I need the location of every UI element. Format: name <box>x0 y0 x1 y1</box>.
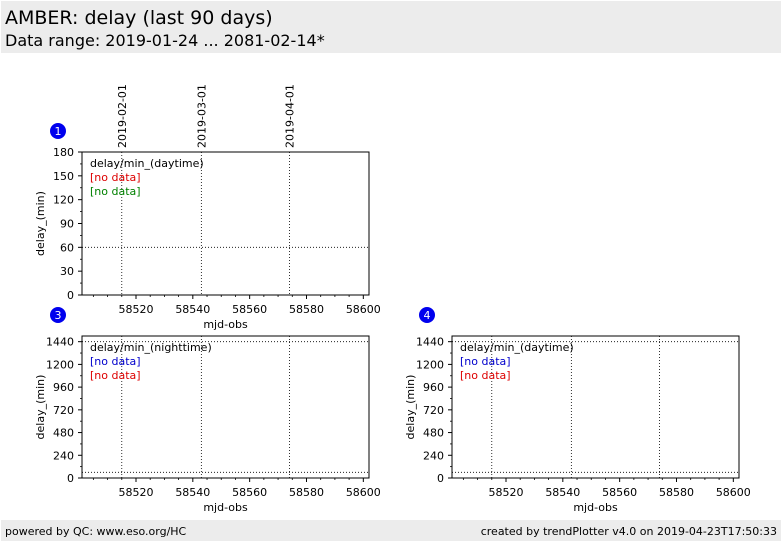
y-tick-label: 60 <box>60 241 74 254</box>
y-tick-label: 0 <box>437 472 444 485</box>
x-tick-label: 58540 <box>175 486 210 499</box>
x-tick-label: 58580 <box>289 486 324 499</box>
legend-entry: delay/min_(daytime) <box>460 341 574 354</box>
footer-created-by: created by trendPlotter v4.0 on 2019-04-… <box>480 525 777 538</box>
legend-entry: delay/min_(nighttime) <box>90 341 212 354</box>
y-tick-label: 90 <box>60 218 74 231</box>
page-footer: powered by QC: www.eso.org/HC created by… <box>1 520 781 541</box>
y-tick-label: 150 <box>53 170 74 183</box>
x-axis-label: mjd-obs <box>203 318 248 331</box>
y-tick-label: 240 <box>53 449 74 462</box>
page-title: AMBER: delay (last 90 days) <box>5 7 273 29</box>
x-tick-label: 58560 <box>232 486 267 499</box>
plot-badge-label: 1 <box>55 125 62 138</box>
legend-entry: [no data] <box>90 185 141 198</box>
legend-entry: [no data] <box>460 355 511 368</box>
y-tick-label: 480 <box>53 427 74 440</box>
y-tick-label: 1440 <box>416 336 444 349</box>
y-tick-label: 180 <box>53 146 74 159</box>
y-tick-label: 240 <box>423 449 444 462</box>
y-tick-label: 0 <box>67 289 74 302</box>
legend-entry: [no data] <box>90 171 141 184</box>
legend-entry: delay/min_(daytime) <box>90 157 204 170</box>
page-subtitle: Data range: 2019-01-24 ... 2081-02-14* <box>5 31 325 50</box>
y-tick-label: 120 <box>53 194 74 207</box>
y-tick-label: 480 <box>423 427 444 440</box>
x-tick-label: 58600 <box>346 486 381 499</box>
x-tick-label: 58580 <box>659 486 694 499</box>
x-tick-label: 58520 <box>118 486 153 499</box>
y-tick-label: 720 <box>423 404 444 417</box>
y-tick-label: 960 <box>53 381 74 394</box>
y-tick-label: 960 <box>423 381 444 394</box>
plot-badge-label: 3 <box>55 309 62 322</box>
y-tick-label: 30 <box>60 265 74 278</box>
x-tick-label: 58540 <box>545 486 580 499</box>
x-tick-label: 58600 <box>716 486 751 499</box>
y-tick-label: 1440 <box>46 336 74 349</box>
plot-badge <box>50 123 66 139</box>
y-tick-label: 0 <box>67 472 74 485</box>
plot-frame <box>451 335 740 479</box>
x-tick-label: 58560 <box>602 486 637 499</box>
x-tick-label: 58540 <box>175 303 210 316</box>
y-tick-label: 1200 <box>416 358 444 371</box>
plot-frame <box>81 335 370 479</box>
y-axis-label: delay_(min) <box>404 375 417 440</box>
x-axis-label: mjd-obs <box>203 501 248 514</box>
legend-entry: [no data] <box>460 369 511 382</box>
x-tick-label: 58520 <box>488 486 523 499</box>
date-label: 2019-02-01 <box>116 84 129 148</box>
footer-powered-by: powered by QC: www.eso.org/HC <box>5 525 187 538</box>
x-tick-label: 58580 <box>289 303 324 316</box>
page-header: AMBER: delay (last 90 days) Data range: … <box>1 1 781 53</box>
plot-badge <box>419 307 435 323</box>
plot-badge <box>50 307 66 323</box>
y-axis-label: delay_(min) <box>34 191 47 256</box>
plot-badge-label: 4 <box>424 309 431 322</box>
y-tick-label: 1200 <box>46 358 74 371</box>
x-tick-label: 58520 <box>118 303 153 316</box>
x-tick-label: 58600 <box>346 303 381 316</box>
x-tick-label: 58560 <box>232 303 267 316</box>
y-axis-label: delay_(min) <box>34 375 47 440</box>
x-axis-label: mjd-obs <box>573 501 618 514</box>
legend-entry: [no data] <box>90 369 141 382</box>
y-tick-label: 720 <box>53 404 74 417</box>
date-label: 2019-03-01 <box>195 84 208 148</box>
legend-entry: [no data] <box>90 355 141 368</box>
date-label: 2019-04-01 <box>283 84 296 148</box>
